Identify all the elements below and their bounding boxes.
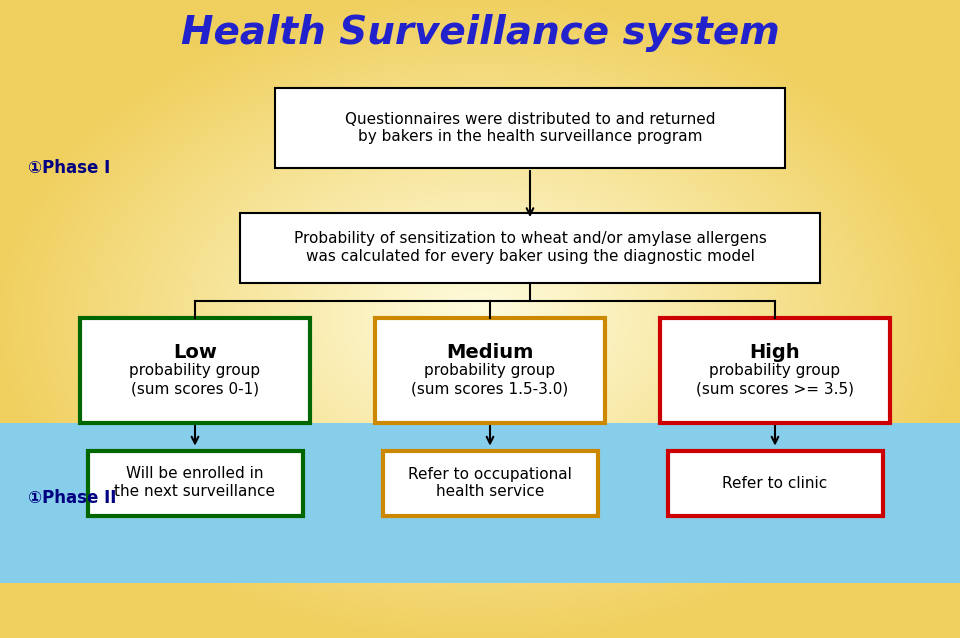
Text: the next surveillance: the next surveillance [114, 484, 276, 500]
FancyBboxPatch shape [382, 450, 597, 516]
FancyBboxPatch shape [375, 318, 605, 423]
FancyBboxPatch shape [80, 318, 310, 423]
FancyBboxPatch shape [87, 450, 302, 516]
FancyBboxPatch shape [667, 450, 882, 516]
Text: (sum scores 1.5-3.0): (sum scores 1.5-3.0) [412, 381, 568, 396]
Text: Health Surveillance system: Health Surveillance system [180, 14, 780, 52]
Text: Refer to clinic: Refer to clinic [722, 475, 828, 491]
Text: Medium: Medium [446, 343, 534, 362]
Text: probability group: probability group [424, 363, 556, 378]
Text: ①Phase II: ①Phase II [28, 489, 116, 507]
Text: probability group: probability group [130, 363, 260, 378]
FancyBboxPatch shape [240, 213, 820, 283]
Text: High: High [750, 343, 801, 362]
FancyBboxPatch shape [275, 88, 785, 168]
Text: (sum scores >= 3.5): (sum scores >= 3.5) [696, 381, 854, 396]
Text: probability group: probability group [709, 363, 841, 378]
FancyBboxPatch shape [660, 318, 890, 423]
Text: health service: health service [436, 484, 544, 500]
Text: was calculated for every baker using the diagnostic model: was calculated for every baker using the… [305, 249, 755, 265]
Text: Refer to occupational: Refer to occupational [408, 466, 572, 482]
FancyBboxPatch shape [0, 423, 960, 583]
Text: (sum scores 0-1): (sum scores 0-1) [131, 381, 259, 396]
Text: by bakers in the health surveillance program: by bakers in the health surveillance pro… [358, 130, 703, 144]
Text: Low: Low [173, 343, 217, 362]
Text: ①Phase I: ①Phase I [28, 159, 110, 177]
Text: Probability of sensitization to wheat and/or amylase allergens: Probability of sensitization to wheat an… [294, 232, 766, 246]
Text: Will be enrolled in: Will be enrolled in [127, 466, 264, 482]
Text: Questionnaires were distributed to and returned: Questionnaires were distributed to and r… [345, 112, 715, 126]
